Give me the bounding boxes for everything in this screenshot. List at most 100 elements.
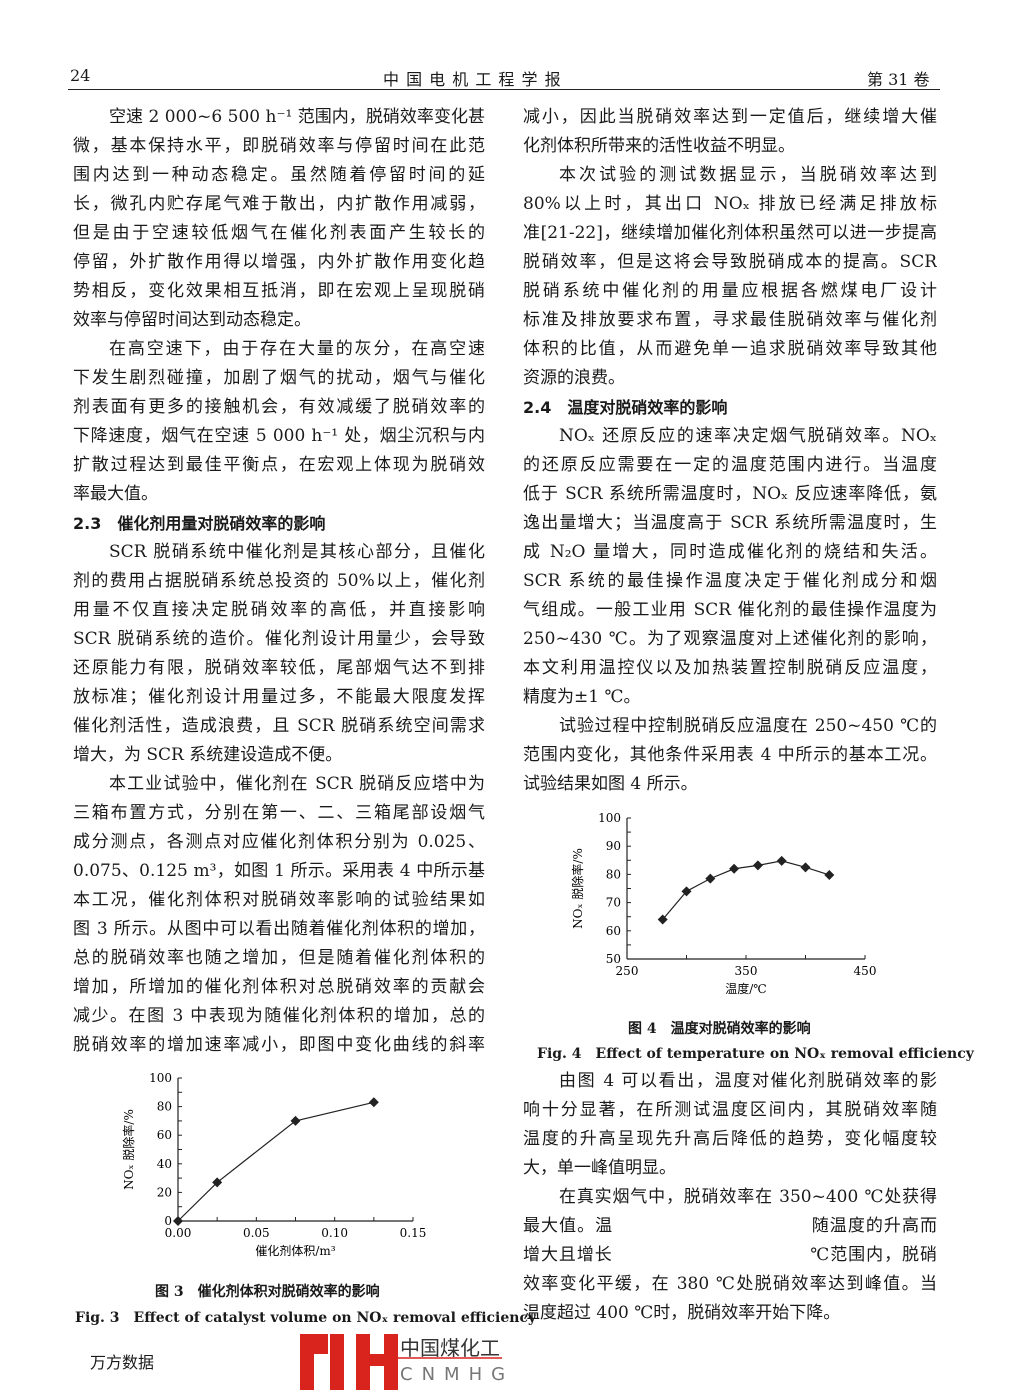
y-tick-label: 100	[598, 811, 621, 825]
x-tick-label: 450	[854, 964, 877, 978]
paragraph-line: 势相反，变化效果相互抵消，即在宏观上呈现脱硝	[73, 281, 485, 301]
volume-label: 第 31 卷	[867, 70, 930, 89]
x-axis-label: 催化剂体积/m³	[255, 1243, 335, 1258]
paragraph-line: 效率与停留时间达到动态稳定。	[73, 310, 311, 330]
paragraph-line: 增大且增长 ℃范围内，脱硝	[523, 1245, 937, 1265]
series-line	[662, 860, 830, 920]
y-tick-label: 90	[606, 839, 621, 853]
watermark-text-en: CNMHG	[400, 1364, 515, 1385]
paragraph-line: 脱硝效率的增加速率减小，即图中变化曲线的斜率	[73, 1035, 485, 1055]
paragraph-line: 80%以上时，其出口 NOₓ 排放已经满足排放标	[523, 194, 937, 214]
x-axis-label: 温度/℃	[725, 981, 766, 996]
left-column: 空速 2 000~6 500 h⁻¹ 范围内，脱硝效率变化甚 微，基本保持水平，即…	[73, 103, 485, 1060]
data-point	[824, 869, 835, 880]
paragraph-line: 250~430 ℃。为了观察温度对上述催化剂的影响，	[523, 629, 937, 649]
paragraph-line: 用量不仅直接决定脱硝效率的高低，并直接影响	[73, 600, 485, 620]
paragraph-line: 范围内变化，其他条件采用表 4 中所示的基本工况。	[523, 745, 937, 765]
x-tick-label: 0.05	[243, 1226, 270, 1240]
y-tick-label: 60	[157, 1128, 172, 1142]
paragraph-line: 资源的浪费。	[523, 368, 625, 388]
data-point	[173, 1216, 183, 1226]
data-point	[729, 863, 740, 874]
paragraph-line: 精度为±1 ℃。	[523, 687, 641, 707]
paragraph-line: 增加，所增加的催化剂体积对总脱硝效率的贡献会	[73, 977, 485, 997]
data-point	[776, 855, 787, 866]
paragraph-line: 温度的升高呈现先升高后降低的趋势，变化幅度较	[523, 1129, 937, 1149]
paragraph-line: 效率变化平缓，在 380 ℃处脱硝效率达到峰值。当	[523, 1274, 937, 1294]
y-tick-label: 70	[606, 896, 621, 910]
paragraph-line: 本文利用温控仪以及加热装置控制脱硝反应温度，	[523, 658, 937, 678]
paragraph-line: 体积的比值，从而避免单一追求脱硝效率导致其他	[523, 339, 937, 359]
data-point	[290, 1115, 301, 1126]
data-point	[800, 862, 811, 873]
paragraph-line: 停留，外扩散作用得以增强，内外扩散作用变化趋	[73, 252, 485, 272]
paragraph-line: 低于 SCR 系统所需温度时，NOₓ 反应速率降低，氨	[523, 484, 937, 504]
paragraph-line: 响十分显著，在所测试温度区间内，其脱硝效率随	[523, 1100, 937, 1120]
paragraph-line: 催化剂活性，造成浪费，且 SCR 脱硝系统空间需求	[73, 716, 485, 736]
paragraph-line: 还原能力有限，脱硝效率较低，尾部烟气达不到排	[73, 658, 485, 678]
paragraph-line: 增大，为 SCR 系统建设造成不便。	[73, 745, 343, 765]
paragraph-line: 在高空速下，由于存在大量的灰分，在高空速	[109, 339, 485, 359]
data-point	[657, 914, 668, 925]
y-tick-label: 0	[164, 1214, 172, 1228]
paragraph-line: 脱硝系统中催化剂的用量应根据各燃煤电厂设计	[523, 281, 937, 301]
watermark-text-cn: 中国煤化工	[400, 1336, 500, 1360]
y-tick-label: 60	[606, 924, 621, 938]
paragraph-line: 剂表面有更多的接触机会，有效减缓了脱硝效率的	[73, 397, 485, 417]
y-tick-label: 80	[606, 867, 621, 881]
page-number: 24	[70, 66, 91, 85]
data-point	[368, 1097, 379, 1108]
paragraph-line: 标准及排放要求布置，寻求最佳脱硝效率与催化剂	[523, 310, 937, 330]
paragraph-line: 三箱布置方式，分别在第一、二、三箱尾部设烟气	[73, 803, 485, 823]
paragraph-line: 在真实烟气中，脱硝效率在 350~400 ℃处获得	[559, 1187, 937, 1207]
x-tick-label: 0.10	[321, 1226, 348, 1240]
x-tick-label: 350	[735, 964, 758, 978]
paragraph-line: 成 N₂O 量增大，同时造成催化剂的烧结和失活。	[523, 542, 937, 562]
paragraph-line: SCR 系统的最佳操作温度决定于催化剂成分和烟	[523, 571, 937, 591]
data-point	[681, 886, 692, 897]
data-point	[705, 873, 716, 884]
paragraph-line: SCR 脱硝系统中催化剂是其核心部分，且催化	[109, 542, 485, 562]
paragraph-line: 扩散过程达到最佳平衡点，在宏观上体现为脱硝效	[73, 455, 485, 475]
header-rule	[68, 89, 940, 90]
section-heading: 2.4 温度对脱硝效率的影响	[523, 398, 728, 417]
paragraph-line: 减小，因此当脱硝效率达到一定值后，继续增大催	[523, 107, 937, 127]
paragraph-line: 长，微孔内贮存尾气难于散出，内扩散作用减弱，	[73, 194, 485, 214]
data-point	[752, 860, 763, 871]
series-line	[177, 1101, 374, 1222]
paragraph-line: 放标准；催化剂设计用量过多，不能最大限度发挥	[73, 687, 485, 707]
paragraph-line: 0.075、0.125 m³，如图 1 所示。采用表 4 中所示基	[73, 861, 485, 881]
paragraph-line: 大，单一峰值明显。	[523, 1158, 676, 1178]
x-tick-label: 250	[616, 964, 639, 978]
journal-title: 中 国 电 机 工 程 学 报	[383, 70, 562, 89]
y-tick-label: 20	[157, 1185, 172, 1199]
y-axis-label: NOₓ 脱除率/%	[570, 848, 585, 929]
figure-4-caption-cn: 图 4 温度对脱硝效率的影响	[628, 1021, 811, 1037]
paragraph-line: 下发生剧烈碰撞，加剧了烟气的扰动，烟气与催化	[73, 368, 485, 388]
paragraph-line: 本工况，催化剂体积对脱硝效率影响的试验结果如	[73, 890, 485, 910]
paragraph-line: 准[21-22]，继续增加催化剂体积虽然可以进一步提高	[523, 223, 937, 243]
y-tick-label: 100	[149, 1071, 172, 1085]
paragraph-line: 总的脱硝效率也随之增加，但是随着催化剂体积的	[73, 948, 485, 968]
paragraph-line: 率最大值。	[73, 484, 158, 504]
paragraph-line: 试验结果如图 4 所示。	[523, 774, 698, 794]
paragraph-line: 脱硝效率，但是这将会导致脱硝成本的提高。SCR	[523, 252, 937, 272]
paragraph-line: 逸出量增大；当温度高于 SCR 系统所需温度时，生	[523, 513, 937, 533]
figure-3-caption-cn: 图 3 催化剂体积对脱硝效率的影响	[155, 1284, 380, 1300]
paragraph-line: 图 3 所示。从图中可以看出随着催化剂体积的增加，	[73, 919, 485, 939]
paragraph-line: 气组成。一般工业用 SCR 催化剂的最佳操作温度为	[523, 600, 937, 620]
paragraph-line: 试验过程中控制脱硝反应温度在 250~450 ℃的	[559, 716, 937, 736]
paragraph-line: 微，基本保持水平，即脱硝效率与停留时间在此范	[73, 136, 485, 156]
y-tick-label: 40	[157, 1157, 172, 1171]
paragraph-line: 最大值。温 随温度的升高而	[523, 1216, 937, 1236]
paragraph-line: 温度超过 400 ℃时，脱硝效率开始下降。	[523, 1303, 841, 1323]
x-tick-label: 0.15	[400, 1226, 427, 1240]
paragraph-line: 成分测点，各测点对应催化剂体积分别为 0.025、	[73, 832, 485, 852]
paragraph-line: NOₓ 还原反应的速率决定烟气脱硝效率。NOₓ	[559, 426, 937, 446]
paragraph-line: 由图 4 可以看出，温度对催化剂脱硝效率的影	[559, 1071, 937, 1091]
paragraph-line: 下降速度，烟气在空速 5 000 h⁻¹ 处，烟尘沉积与内	[73, 426, 485, 446]
x-tick-label: 0.00	[165, 1226, 192, 1240]
footer-source: 万方数据	[90, 1353, 155, 1372]
